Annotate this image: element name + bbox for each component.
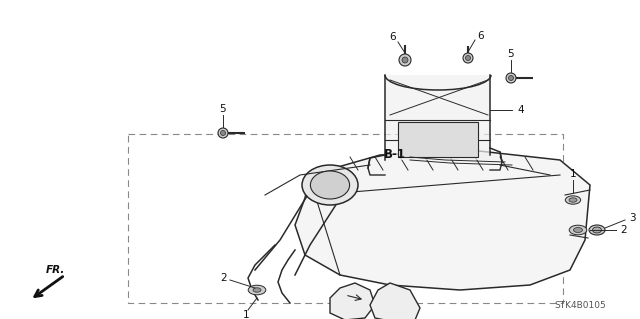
Text: 1: 1: [570, 169, 576, 179]
Text: STK4B0105: STK4B0105: [554, 300, 606, 309]
Circle shape: [506, 73, 516, 83]
Ellipse shape: [569, 198, 577, 202]
Polygon shape: [330, 283, 375, 319]
Text: 3: 3: [629, 213, 636, 223]
Circle shape: [465, 56, 470, 61]
Circle shape: [402, 57, 408, 63]
Circle shape: [218, 128, 228, 138]
Ellipse shape: [593, 227, 602, 233]
Ellipse shape: [573, 227, 582, 233]
Text: 1: 1: [243, 310, 250, 319]
Text: FR.: FR.: [45, 265, 65, 275]
Bar: [385, 75, 490, 160]
Ellipse shape: [565, 196, 580, 204]
Ellipse shape: [302, 165, 358, 205]
Ellipse shape: [589, 225, 605, 235]
Text: B-1: B-1: [384, 149, 406, 161]
Circle shape: [463, 53, 473, 63]
Text: 2: 2: [620, 225, 627, 235]
Text: 6: 6: [477, 31, 484, 41]
Text: 4: 4: [517, 105, 524, 115]
Polygon shape: [295, 150, 590, 290]
Polygon shape: [370, 283, 420, 319]
Text: 5: 5: [220, 104, 227, 114]
Text: 5: 5: [508, 49, 515, 59]
Bar: [398, 122, 478, 157]
Bar: [128, 134, 563, 303]
Circle shape: [399, 54, 411, 66]
Ellipse shape: [253, 288, 261, 292]
Ellipse shape: [248, 285, 266, 295]
Ellipse shape: [310, 171, 349, 199]
Text: 6: 6: [390, 32, 396, 42]
Ellipse shape: [569, 225, 587, 235]
Circle shape: [221, 130, 225, 136]
Circle shape: [509, 76, 513, 80]
Text: 2: 2: [221, 273, 227, 283]
